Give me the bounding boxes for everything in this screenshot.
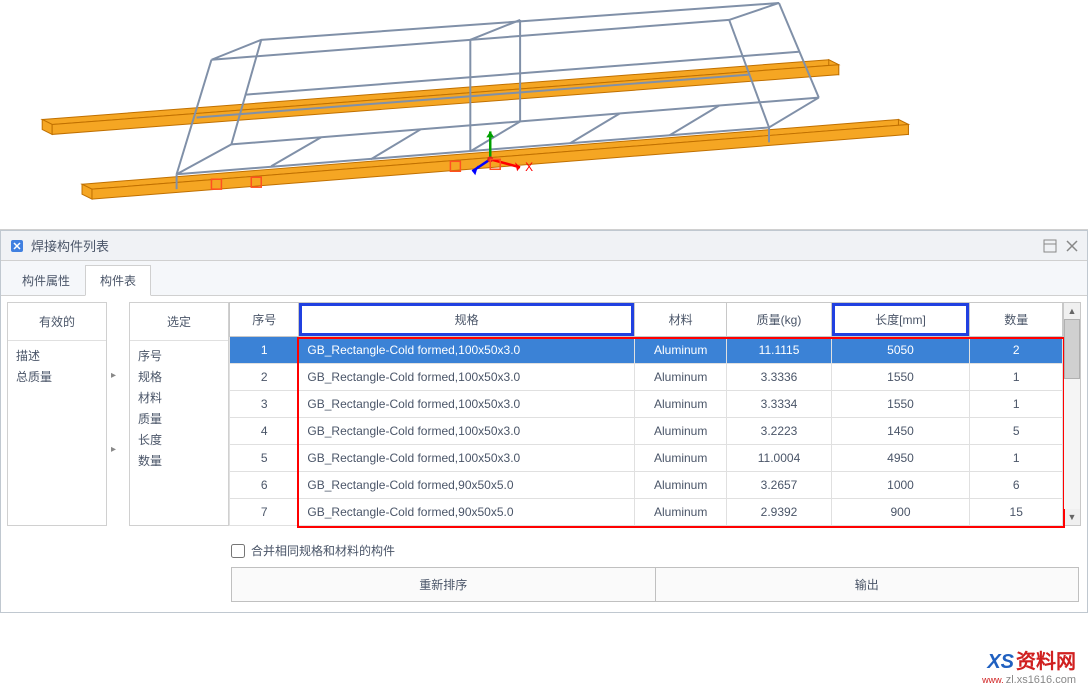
merge-checkbox[interactable] xyxy=(231,544,245,558)
list-item[interactable]: 材料 xyxy=(138,387,220,408)
weldment-list-panel: 焊接构件列表 构件属性构件表 有效的 描述总质量 ▸ ▸ 选定 序号规格材料质量… xyxy=(0,230,1088,613)
cell-mat: Aluminum xyxy=(634,391,727,418)
close-icon[interactable] xyxy=(1065,239,1079,253)
col-header-spec[interactable]: 规格 xyxy=(299,303,635,337)
cell-seq: 7 xyxy=(230,499,299,526)
wm-url: zl.xs1616.com xyxy=(1006,674,1076,686)
cell-mass: 2.9392 xyxy=(727,499,831,526)
cell-seq: 4 xyxy=(230,418,299,445)
cell-qty: 1 xyxy=(970,445,1063,472)
table-row[interactable]: 3GB_Rectangle-Cold formed,100x50x3.0Alum… xyxy=(230,391,1063,418)
cell-len: 900 xyxy=(831,499,970,526)
cell-seq: 5 xyxy=(230,445,299,472)
cell-len: 4950 xyxy=(831,445,970,472)
list-item[interactable]: 规格 xyxy=(138,366,220,387)
list-item[interactable]: 序号 xyxy=(138,345,220,366)
cell-len: 1450 xyxy=(831,418,970,445)
cell-spec: GB_Rectangle-Cold formed,90x50x5.0 xyxy=(299,472,635,499)
weldment-icon xyxy=(9,238,25,254)
merge-checkbox-row[interactable]: 合并相同规格和材料的构件 xyxy=(231,538,1079,563)
tab-构件表[interactable]: 构件表 xyxy=(85,265,151,296)
cell-seq: 6 xyxy=(230,472,299,499)
wm-brand-suffix: 资料网 xyxy=(1016,651,1076,673)
cell-len: 5050 xyxy=(831,337,970,364)
cell-mat: Aluminum xyxy=(634,418,727,445)
minimize-icon[interactable] xyxy=(1043,239,1057,253)
available-header: 有效的 xyxy=(8,303,106,341)
wm-brand-prefix: XS xyxy=(987,651,1014,673)
cell-len: 1550 xyxy=(831,391,970,418)
move-right-icon-2[interactable]: ▸ xyxy=(111,444,125,458)
cell-mat: Aluminum xyxy=(634,472,727,499)
available-list[interactable]: 有效的 描述总质量 xyxy=(7,302,107,526)
member-table[interactable]: 序号规格材料质量(kg)长度[mm]数量 1GB_Rectangle-Cold … xyxy=(229,302,1063,526)
col-header-mat[interactable]: 材料 xyxy=(634,303,727,337)
cell-qty: 1 xyxy=(970,391,1063,418)
cell-mat: Aluminum xyxy=(634,499,727,526)
wm-url-prefix: www. xyxy=(982,675,1004,685)
selected-list[interactable]: 选定 序号规格材料质量长度数量 xyxy=(129,302,229,526)
cell-mass: 3.3336 xyxy=(727,364,831,391)
output-button[interactable]: 输出 xyxy=(655,567,1080,602)
list-item[interactable]: 描述 xyxy=(16,345,98,366)
cell-spec: GB_Rectangle-Cold formed,100x50x3.0 xyxy=(299,364,635,391)
scroll-up-icon[interactable]: ▲ xyxy=(1064,303,1080,319)
table-row[interactable]: 7GB_Rectangle-Cold formed,90x50x5.0Alumi… xyxy=(230,499,1063,526)
cell-spec: GB_Rectangle-Cold formed,90x50x5.0 xyxy=(299,499,635,526)
cell-spec: GB_Rectangle-Cold formed,100x50x3.0 xyxy=(299,418,635,445)
cell-len: 1000 xyxy=(831,472,970,499)
cad-viewport[interactable]: X xyxy=(0,0,1088,230)
col-header-qty[interactable]: 数量 xyxy=(970,303,1063,337)
cell-seq: 2 xyxy=(230,364,299,391)
cell-spec: GB_Rectangle-Cold formed,100x50x3.0 xyxy=(299,337,635,364)
table-row[interactable]: 1GB_Rectangle-Cold formed,100x50x3.0Alum… xyxy=(230,337,1063,364)
vertical-scrollbar[interactable]: ▲ ▼ xyxy=(1063,302,1081,526)
cell-qty: 2 xyxy=(970,337,1063,364)
cell-qty: 5 xyxy=(970,418,1063,445)
move-right-icon[interactable]: ▸ xyxy=(111,370,125,384)
table-row[interactable]: 4GB_Rectangle-Cold formed,100x50x3.0Alum… xyxy=(230,418,1063,445)
axis-x-label: X xyxy=(525,160,533,174)
panel-header: 焊接构件列表 xyxy=(1,231,1087,261)
cell-seq: 3 xyxy=(230,391,299,418)
table-row[interactable]: 5GB_Rectangle-Cold formed,100x50x3.0Alum… xyxy=(230,445,1063,472)
list-item[interactable]: 质量 xyxy=(138,408,220,429)
cell-qty: 6 xyxy=(970,472,1063,499)
watermark: XS资料网 www.zl.xs1616.com xyxy=(982,645,1076,686)
selected-header: 选定 xyxy=(130,303,228,341)
cell-spec: GB_Rectangle-Cold formed,100x50x3.0 xyxy=(299,391,635,418)
cell-len: 1550 xyxy=(831,364,970,391)
cell-seq: 1 xyxy=(230,337,299,364)
scroll-down-icon[interactable]: ▼ xyxy=(1064,509,1080,525)
col-header-mass[interactable]: 质量(kg) xyxy=(727,303,831,337)
cell-spec: GB_Rectangle-Cold formed,100x50x3.0 xyxy=(299,445,635,472)
merge-label: 合并相同规格和材料的构件 xyxy=(251,542,395,559)
scroll-thumb[interactable] xyxy=(1064,319,1080,379)
table-row[interactable]: 6GB_Rectangle-Cold formed,90x50x5.0Alumi… xyxy=(230,472,1063,499)
list-item[interactable]: 长度 xyxy=(138,429,220,450)
tabs: 构件属性构件表 xyxy=(1,261,1087,296)
cell-mass: 11.1115 xyxy=(727,337,831,364)
cell-mass: 3.3334 xyxy=(727,391,831,418)
list-item[interactable]: 数量 xyxy=(138,450,220,471)
list-item[interactable]: 总质量 xyxy=(16,366,98,387)
cell-mass: 11.0004 xyxy=(727,445,831,472)
col-header-seq[interactable]: 序号 xyxy=(230,303,299,337)
cell-mat: Aluminum xyxy=(634,445,727,472)
tab-构件属性[interactable]: 构件属性 xyxy=(7,265,85,295)
member-table-wrap: 序号规格材料质量(kg)长度[mm]数量 1GB_Rectangle-Cold … xyxy=(229,302,1063,526)
cell-qty: 15 xyxy=(970,499,1063,526)
cell-mat: Aluminum xyxy=(634,364,727,391)
cell-qty: 1 xyxy=(970,364,1063,391)
cell-mass: 3.2657 xyxy=(727,472,831,499)
resort-button[interactable]: 重新排序 xyxy=(231,567,655,602)
cell-mat: Aluminum xyxy=(634,337,727,364)
panel-title: 焊接构件列表 xyxy=(31,236,1043,255)
col-header-len[interactable]: 长度[mm] xyxy=(831,303,970,337)
table-row[interactable]: 2GB_Rectangle-Cold formed,100x50x3.0Alum… xyxy=(230,364,1063,391)
cell-mass: 3.2223 xyxy=(727,418,831,445)
